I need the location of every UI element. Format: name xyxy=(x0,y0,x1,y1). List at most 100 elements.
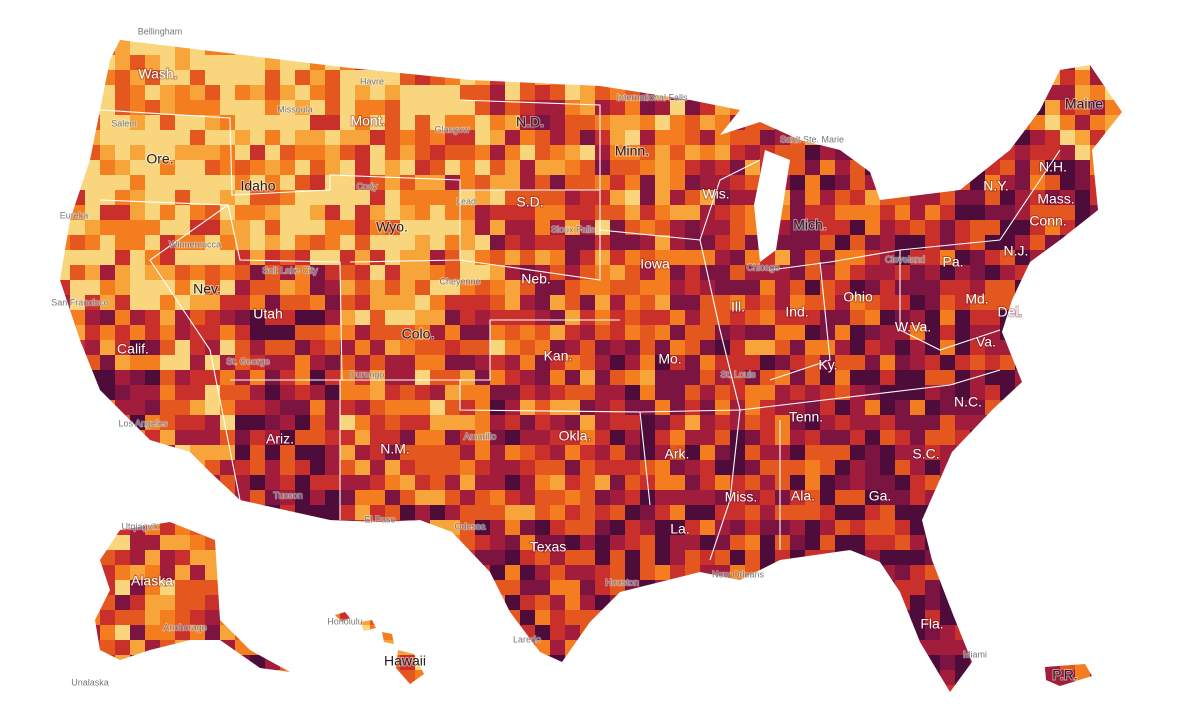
county-cell xyxy=(85,505,101,521)
county-cell xyxy=(700,220,716,236)
county-cell xyxy=(340,130,356,146)
county-cell xyxy=(610,565,626,581)
county-cell xyxy=(385,385,401,401)
county-cell xyxy=(565,280,581,296)
county-cell xyxy=(280,355,296,371)
county-cell xyxy=(1090,205,1106,221)
county-cell xyxy=(310,580,326,596)
county-cell xyxy=(880,520,896,536)
county-cell xyxy=(100,145,116,161)
county-cell xyxy=(745,460,761,476)
county-cell xyxy=(1060,400,1076,416)
county-cell xyxy=(235,55,251,71)
county-cell xyxy=(550,40,566,56)
county-cell xyxy=(760,685,776,692)
county-cell xyxy=(685,535,701,551)
county-cell xyxy=(70,100,86,116)
county-cell xyxy=(1135,265,1151,281)
county-cell xyxy=(850,670,866,686)
county-cell xyxy=(85,55,101,71)
county-cell xyxy=(805,145,821,161)
county-cell xyxy=(730,355,746,371)
county-cell xyxy=(850,355,866,371)
county-cell xyxy=(385,55,401,71)
county-cell xyxy=(85,70,101,86)
county-cell xyxy=(265,40,281,41)
county-cell xyxy=(1135,685,1151,701)
county-cell xyxy=(730,85,746,101)
county-cell xyxy=(130,685,146,692)
county-cell xyxy=(205,295,221,311)
city-label: Odessa xyxy=(454,521,485,531)
county-cell xyxy=(385,85,401,101)
county-cell xyxy=(550,655,566,671)
county-cell xyxy=(745,370,761,386)
county-cell xyxy=(1060,595,1076,611)
county-cell xyxy=(1135,40,1151,56)
county-cell xyxy=(715,325,731,341)
county-cell xyxy=(325,655,341,671)
county-cell xyxy=(550,640,566,656)
city-label: Bellingham xyxy=(138,26,183,36)
county-cell xyxy=(955,400,971,416)
city-label: Cleveland xyxy=(885,254,925,264)
county-cell xyxy=(1105,385,1121,401)
county-cell xyxy=(760,445,776,461)
county-cell xyxy=(565,655,581,671)
county-cell xyxy=(730,415,746,431)
county-cell xyxy=(640,685,656,692)
county-cell xyxy=(565,610,581,626)
county-cell xyxy=(490,235,506,251)
county-cell xyxy=(835,505,851,521)
county-cell xyxy=(370,535,386,551)
county-cell xyxy=(415,40,431,56)
county-cell xyxy=(910,355,926,371)
county-cell xyxy=(1075,550,1091,566)
county-cell xyxy=(430,595,446,611)
county-cell xyxy=(940,205,956,221)
county-cell xyxy=(1015,655,1031,671)
county-cell xyxy=(805,385,821,401)
county-cell xyxy=(385,550,401,566)
county-cell xyxy=(85,310,101,326)
county-cell xyxy=(625,175,641,191)
county-cell xyxy=(880,235,896,251)
county-cell xyxy=(1075,580,1091,596)
county-cell xyxy=(160,205,176,221)
county-cell xyxy=(895,340,911,356)
county-cell xyxy=(685,685,701,692)
county-cell xyxy=(550,220,566,236)
county-cell xyxy=(85,430,101,446)
county-cell xyxy=(490,70,506,86)
county-cell xyxy=(355,355,371,371)
county-cell xyxy=(160,55,176,71)
county-cell xyxy=(1090,625,1106,641)
county-cell xyxy=(70,490,86,506)
county-cell xyxy=(940,280,956,296)
county-cell xyxy=(85,415,101,431)
county-cell xyxy=(325,505,341,521)
county-cell xyxy=(565,370,581,386)
county-cell xyxy=(985,505,1001,521)
county-cell xyxy=(535,220,551,236)
county-cell xyxy=(1060,40,1076,56)
county-cell xyxy=(595,175,611,191)
county-cell xyxy=(115,535,131,551)
county-cell xyxy=(70,625,86,641)
county-cell xyxy=(475,505,491,521)
county-cell xyxy=(760,40,776,41)
county-cell xyxy=(745,400,761,416)
county-cell xyxy=(580,280,596,296)
county-cell xyxy=(1090,235,1106,251)
county-cell xyxy=(505,325,521,341)
county-cell xyxy=(115,340,131,356)
county-cell xyxy=(610,55,626,71)
county-cell xyxy=(175,130,191,146)
county-cell xyxy=(40,250,56,266)
county-cell xyxy=(880,415,896,431)
county-cell xyxy=(460,565,476,581)
county-cell xyxy=(355,160,371,176)
county-cell xyxy=(400,220,416,236)
lake-michigan xyxy=(754,150,790,262)
county-cell xyxy=(1135,505,1151,521)
